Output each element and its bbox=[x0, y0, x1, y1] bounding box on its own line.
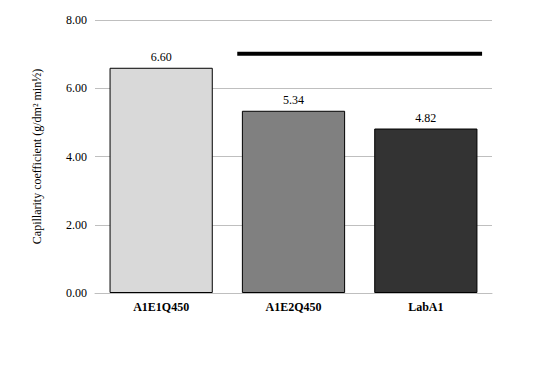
svg-text:8.00: 8.00 bbox=[66, 13, 87, 27]
svg-text:4.00: 4.00 bbox=[66, 150, 87, 164]
svg-text:A1E1Q450: A1E1Q450 bbox=[133, 300, 189, 314]
svg-text:4.82: 4.82 bbox=[415, 111, 436, 125]
svg-text:2.00: 2.00 bbox=[66, 218, 87, 232]
svg-text:0.00: 0.00 bbox=[66, 286, 87, 300]
svg-text:LabA1: LabA1 bbox=[408, 300, 443, 314]
svg-text:6.60: 6.60 bbox=[151, 50, 172, 64]
svg-text:6.00: 6.00 bbox=[66, 81, 87, 95]
svg-text:5.34: 5.34 bbox=[283, 93, 304, 107]
svg-text:A1E2Q450: A1E2Q450 bbox=[265, 300, 321, 314]
svg-text:Capillarity coefficient (g/dm²: Capillarity coefficient (g/dm² min½) bbox=[30, 69, 44, 244]
